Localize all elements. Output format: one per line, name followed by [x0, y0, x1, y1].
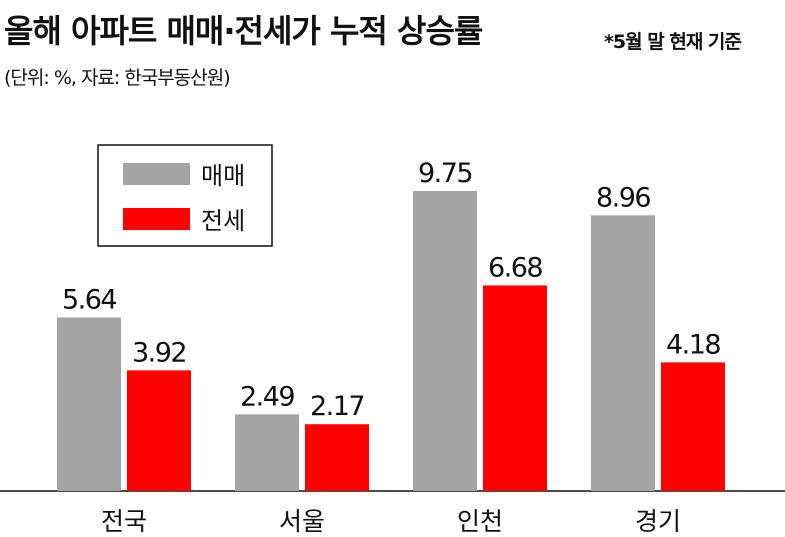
legend-swatch: [123, 163, 190, 185]
value-label: 3.92: [132, 337, 186, 368]
chart-title: 올해 아파트 매매·전세가 누적 상승률: [4, 12, 483, 50]
x-tick-label: 서울: [279, 507, 325, 536]
value-label: 4.18: [666, 329, 720, 360]
chart-subtitle: *5월 말 현재 기준: [604, 31, 741, 53]
x-tick-label: 인천: [457, 507, 503, 536]
legend-swatch: [123, 208, 190, 230]
value-label: 2.49: [240, 381, 294, 412]
legend-label: 매매: [201, 162, 245, 190]
bar: [413, 190, 477, 491]
value-label: 2.17: [310, 391, 364, 422]
bar: [127, 370, 191, 491]
x-tick-label: 전국: [101, 507, 147, 536]
legend-box: [97, 144, 273, 247]
bar: [305, 424, 369, 491]
value-label: 6.68: [488, 252, 542, 283]
bar: [57, 317, 121, 491]
bar: [483, 285, 547, 491]
value-label: 9.75: [418, 158, 472, 189]
bar: [661, 362, 725, 491]
bar: [591, 215, 655, 492]
value-label: 5.64: [62, 284, 116, 315]
value-label: 8.96: [596, 182, 650, 213]
x-tick-label: 경기: [635, 507, 681, 536]
bar: [235, 414, 299, 491]
legend-label: 전세: [201, 207, 245, 235]
unit-note: (단위: %, 자료: 한국부동산원): [4, 67, 230, 89]
